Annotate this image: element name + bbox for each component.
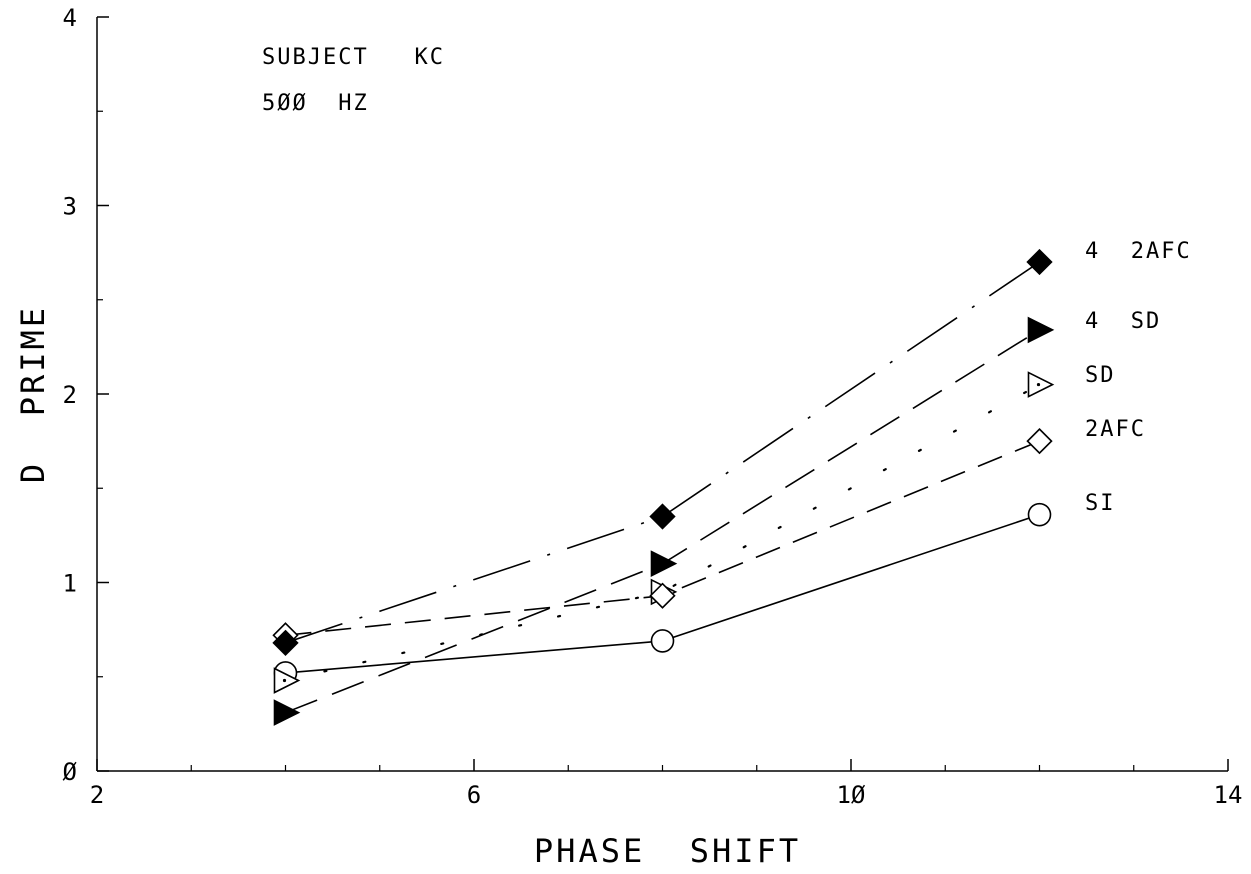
series-label: 4 2AFC [1085, 239, 1192, 264]
data-point-dot [1036, 382, 1041, 387]
data-point [650, 550, 678, 577]
data-point [1027, 371, 1055, 398]
data-point [273, 667, 301, 694]
data-point [1027, 316, 1055, 344]
series-label: SD [1085, 363, 1116, 388]
data-point [649, 582, 676, 609]
series-label: 4 SD [1085, 309, 1161, 334]
data-point [273, 699, 301, 726]
data-point-dot [282, 678, 287, 683]
data-point [1027, 502, 1052, 527]
data-point [1026, 248, 1053, 276]
y-axis-title: D PRIME [14, 305, 52, 483]
data-point [649, 503, 676, 530]
y-tick-label: 2 [63, 381, 77, 409]
x-axis-title: PHASE SHIFT [534, 832, 801, 870]
y-tick-label: 4 [63, 4, 77, 32]
series-label: SI [1085, 491, 1116, 516]
y-tick-label: Ø [63, 758, 78, 786]
y-tick-label: 1 [63, 570, 77, 598]
ticks: 2 6 1Ø 14 Ø 1 2 3 4 [63, 4, 1243, 809]
data-point [650, 629, 675, 653]
subject-annotation: SUBJECT KC [262, 45, 445, 70]
data-point [1026, 427, 1053, 455]
axes [96, 17, 1228, 772]
series-label: 2AFC [1085, 417, 1146, 442]
x-tick-label: 2 [90, 781, 104, 809]
frequency-annotation: 5ØØ HZ [262, 91, 369, 116]
x-tick-label: 14 [1214, 781, 1243, 809]
x-tick-label: 6 [467, 781, 481, 809]
y-tick-label: 3 [63, 193, 77, 221]
data-point [272, 629, 299, 656]
x-tick-label: 1Ø [837, 781, 866, 809]
markers [272, 248, 1055, 726]
series-labels: 4 2AFC 4 SD SD 2AFC SI [1085, 239, 1192, 516]
